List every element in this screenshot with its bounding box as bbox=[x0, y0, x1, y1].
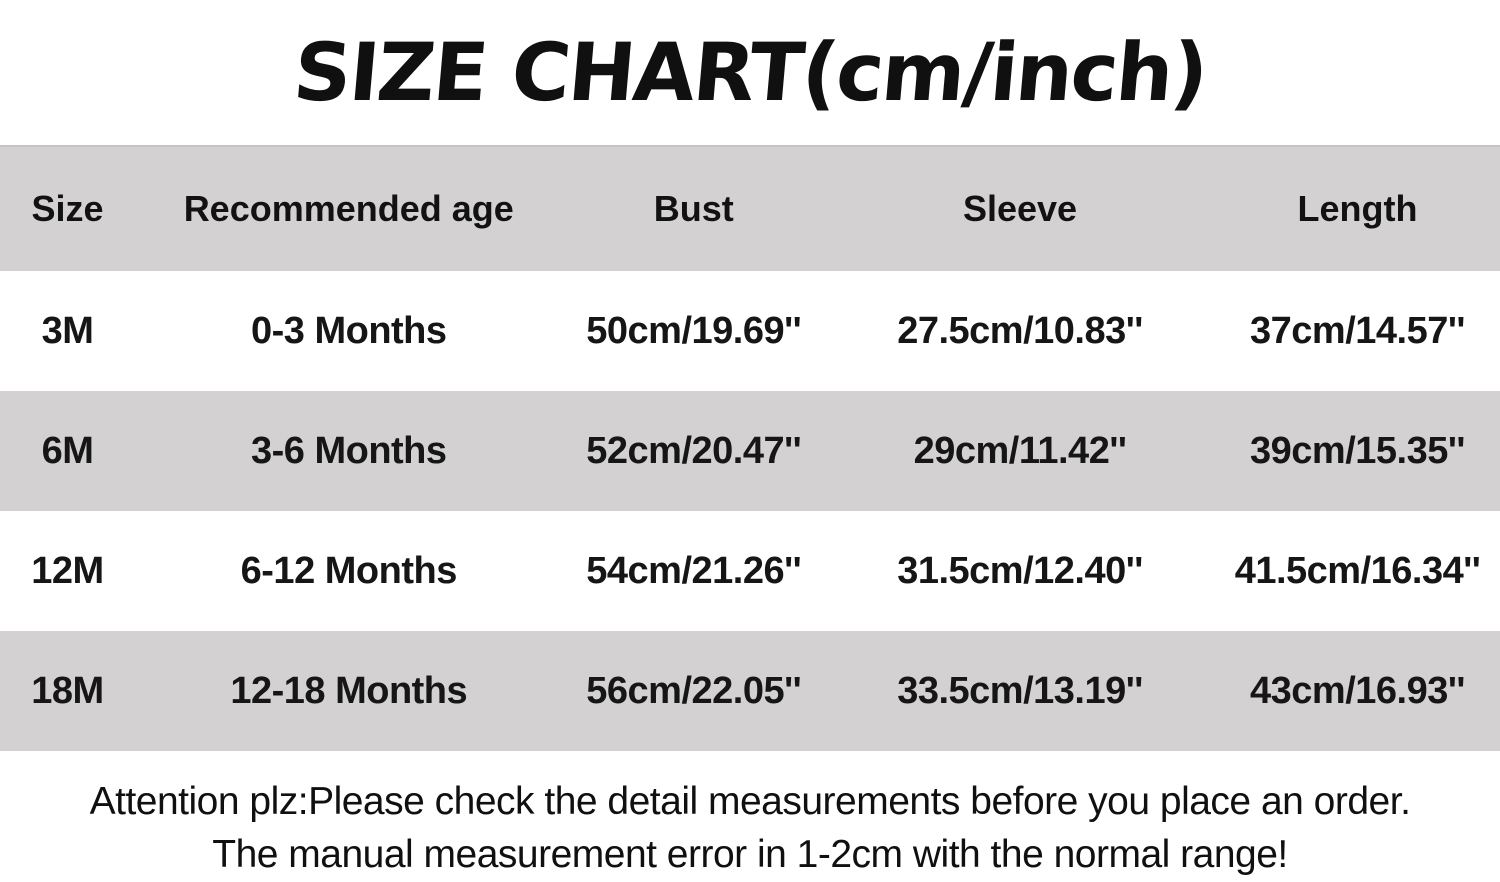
size-cell: 12M bbox=[31, 549, 104, 592]
size-cell: 18M bbox=[31, 669, 104, 712]
col-header-length: Length bbox=[1297, 188, 1418, 229]
col-header-size: Size bbox=[31, 188, 104, 229]
age-cell: 0-3 Months bbox=[250, 309, 447, 352]
bust-cell: 54cm/21.26'' bbox=[586, 549, 802, 592]
length-cell: 37cm/14.57'' bbox=[1250, 309, 1465, 352]
bust-cell: 50cm/19.69'' bbox=[586, 309, 802, 352]
table-row-18m: 18M 12-18 Months 56cm/22.05'' 33.5cm/13.… bbox=[0, 631, 1500, 751]
size-cell: 6M bbox=[41, 429, 94, 472]
table-row-6m: 6M 3-6 Months 52cm/20.47'' 29cm/11.42'' … bbox=[0, 391, 1500, 511]
col-header-bust: Bust bbox=[653, 188, 734, 229]
header-row: Size Recommended age Bust Sleeve Length bbox=[0, 146, 1500, 271]
age-cell: 6-12 Months bbox=[240, 549, 458, 592]
length-cell: 39cm/15.35'' bbox=[1250, 429, 1465, 472]
page-title: SIZE CHART(cm/inch) bbox=[289, 26, 1211, 119]
attention-note: Attention plz:Please check the detail me… bbox=[0, 751, 1500, 882]
length-cell: 41.5cm/16.34'' bbox=[1234, 549, 1481, 592]
sleeve-cell: 33.5cm/13.19'' bbox=[897, 669, 1143, 712]
note-line-1: Attention plz:Please check the detail me… bbox=[89, 780, 1411, 823]
bust-cell: 56cm/22.05'' bbox=[586, 669, 802, 712]
note-line-2: The manual measurement error in 1-2cm wi… bbox=[212, 833, 1288, 876]
bust-cell: 52cm/20.47'' bbox=[586, 429, 802, 472]
title-zone: SIZE CHART(cm/inch) bbox=[0, 0, 1500, 145]
size-cell: 3M bbox=[41, 309, 94, 352]
age-cell: 3-6 Months bbox=[250, 429, 447, 472]
col-header-age: Recommended age bbox=[183, 188, 514, 229]
size-table: Size Recommended age Bust Sleeve Length … bbox=[0, 145, 1500, 751]
sleeve-cell: 29cm/11.42'' bbox=[913, 429, 1127, 472]
sleeve-cell: 27.5cm/10.83'' bbox=[897, 309, 1143, 352]
sleeve-cell: 31.5cm/12.40'' bbox=[897, 549, 1143, 592]
table-row-3m: 3M 0-3 Months 50cm/19.69'' 27.5cm/10.83'… bbox=[0, 271, 1500, 391]
table-row-12m: 12M 6-12 Months 54cm/21.26'' 31.5cm/12.4… bbox=[0, 511, 1500, 631]
length-cell: 43cm/16.93'' bbox=[1250, 669, 1465, 712]
age-cell: 12-18 Months bbox=[230, 669, 468, 712]
col-header-sleeve: Sleeve bbox=[962, 188, 1078, 229]
